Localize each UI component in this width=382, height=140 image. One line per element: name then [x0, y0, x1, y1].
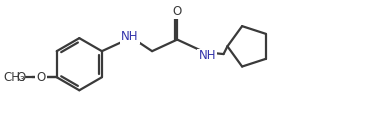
Text: O: O	[37, 71, 46, 84]
Text: CH₃: CH₃	[3, 71, 25, 84]
Text: O: O	[37, 71, 46, 84]
Text: O: O	[16, 71, 26, 84]
Text: NH: NH	[198, 50, 216, 62]
Text: O: O	[173, 5, 182, 18]
Text: NH: NH	[121, 30, 139, 43]
